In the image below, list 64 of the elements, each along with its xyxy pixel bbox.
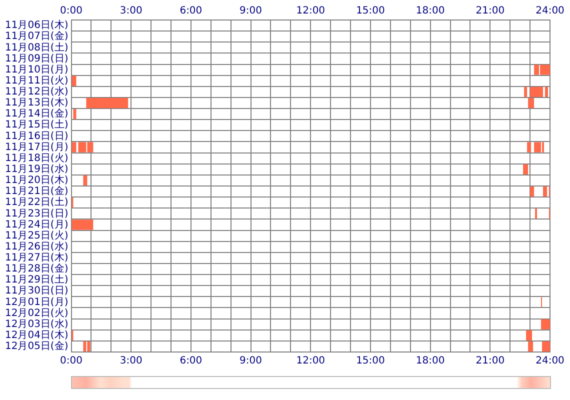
y-tick-label: 11月16日(日) [4,130,68,142]
y-tick-label: 11月29日(土) [4,274,68,286]
bar [530,186,534,197]
bar [541,319,550,330]
bar [527,142,532,152]
x2-tick-label: 12:00 [296,356,326,367]
bar [542,341,550,352]
y-tick-label: 11月21日(金) [4,185,68,198]
y-tick-label: 11月06日(木) [4,19,68,32]
y-tick-label: 12月03日(水) [4,318,68,330]
x2-tick-label: 15:00 [356,356,385,367]
y-tick-label: 11月12日(水) [4,86,68,98]
y-tick-label: 11月18日(火) [4,152,68,164]
y-tick-label: 11月07日(金) [4,30,68,42]
x2-tick-label: 0:00 [60,356,82,367]
x-tick-label: 0:00 [60,6,82,17]
y-tick-label: 11月15日(土) [4,118,68,131]
y-tick-label: 12月01日(月) [4,296,68,308]
y-tick-label: 11月14日(金) [4,108,68,120]
y-tick-label: 11月23日(日) [4,208,68,220]
x-tick-label: 9:00 [240,6,262,17]
x-tick-label: 15:00 [356,6,385,17]
bar [73,108,76,120]
y-tick-label: 11月24日(月) [4,219,68,230]
x-tick-label: 3:00 [120,6,142,17]
x2-tick-label: 18:00 [416,356,445,367]
bar [545,86,548,98]
y-tick-label: 12月02日(火) [4,306,68,319]
y-tick-label: 12月05日(金) [4,340,68,352]
y-tick-label: 11月25日(火) [4,229,68,242]
y-tick-label: 11月08日(土) [4,41,68,54]
bar [534,142,542,152]
bar [83,175,88,186]
y-tick-label: 12月04日(木) [4,328,68,341]
y-tick-label: 11月26日(水) [4,240,68,252]
bar [72,142,76,152]
bar [543,186,548,197]
y-tick-label: 11月17日(月) [4,142,68,153]
bar [87,341,90,352]
x-tick-label: 12:00 [296,6,326,17]
bar [72,220,94,230]
y-tick-label: 11月30日(日) [4,286,68,297]
bar [83,341,86,352]
x-tick-label: 21:00 [476,6,505,17]
bar [523,164,528,174]
x-tick-label: 6:00 [180,6,202,17]
x-tick-label: 24:00 [536,6,564,17]
bar [524,86,528,98]
y-tick-label: 11月28日(金) [4,262,68,275]
x2-tick-label: 24:00 [536,356,564,367]
bar [86,98,128,108]
y-tick-label: 11月10日(月) [4,64,68,76]
y-tick-label: 11月19日(水) [4,162,68,175]
y-tick-label: 11月27日(木) [4,252,68,264]
y-tick-label: 11月09日(日) [4,53,68,64]
x2-tick-label: 3:00 [120,356,142,367]
y-tick-label: 11月20日(木) [4,174,68,186]
y-tick-label: 11月13日(木) [4,96,68,109]
x2-tick-label: 21:00 [476,356,505,367]
y-tick-label: 11月11日(火) [4,74,68,86]
x2-tick-label: 9:00 [240,356,262,367]
x2-tick-label: 6:00 [180,356,202,367]
x-tick-label: 18:00 [416,6,445,17]
y-tick-label: 11月22日(土) [4,196,68,208]
